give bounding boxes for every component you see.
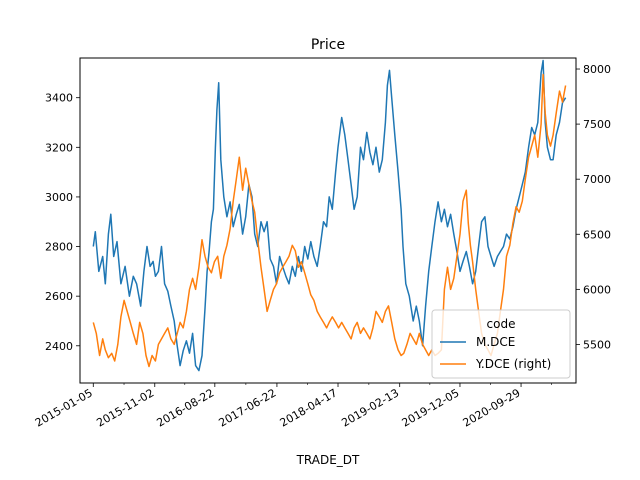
chart-title: Price	[311, 37, 345, 53]
legend-entry-y-dce: Y.DCE (right)	[475, 357, 551, 371]
left-y-tick-label: 2400	[45, 340, 73, 353]
right-y-axis: 5500 6000 6500 7000 7500 8000	[576, 63, 611, 351]
right-y-tick-label: 6000	[583, 283, 611, 296]
left-y-axis: 2400 2600 2800 3000 3200 3400	[45, 92, 80, 353]
left-y-tick-label: 3400	[45, 92, 73, 105]
legend-entry-m-dce: M.DCE	[476, 335, 515, 349]
right-y-tick-label: 7000	[583, 173, 611, 186]
legend-title: code	[487, 317, 516, 331]
plot-frame	[79, 57, 577, 384]
left-y-tick-label: 3200	[45, 141, 73, 154]
right-y-tick-label: 8000	[583, 63, 611, 76]
right-y-tick-label: 5500	[583, 338, 611, 351]
left-y-tick-label: 3000	[45, 191, 73, 204]
right-y-tick-label: 6500	[583, 228, 611, 241]
legend-box	[431, 309, 571, 379]
x-axis-label: TRADE_DT	[296, 453, 360, 467]
right-y-tick-label: 7500	[583, 118, 611, 131]
legend: code M.DCE Y.DCE (right)	[431, 309, 571, 379]
left-y-tick-label: 2600	[45, 290, 73, 303]
left-y-tick-label: 2800	[45, 241, 73, 254]
series-line-m-dce	[92, 59, 567, 372]
